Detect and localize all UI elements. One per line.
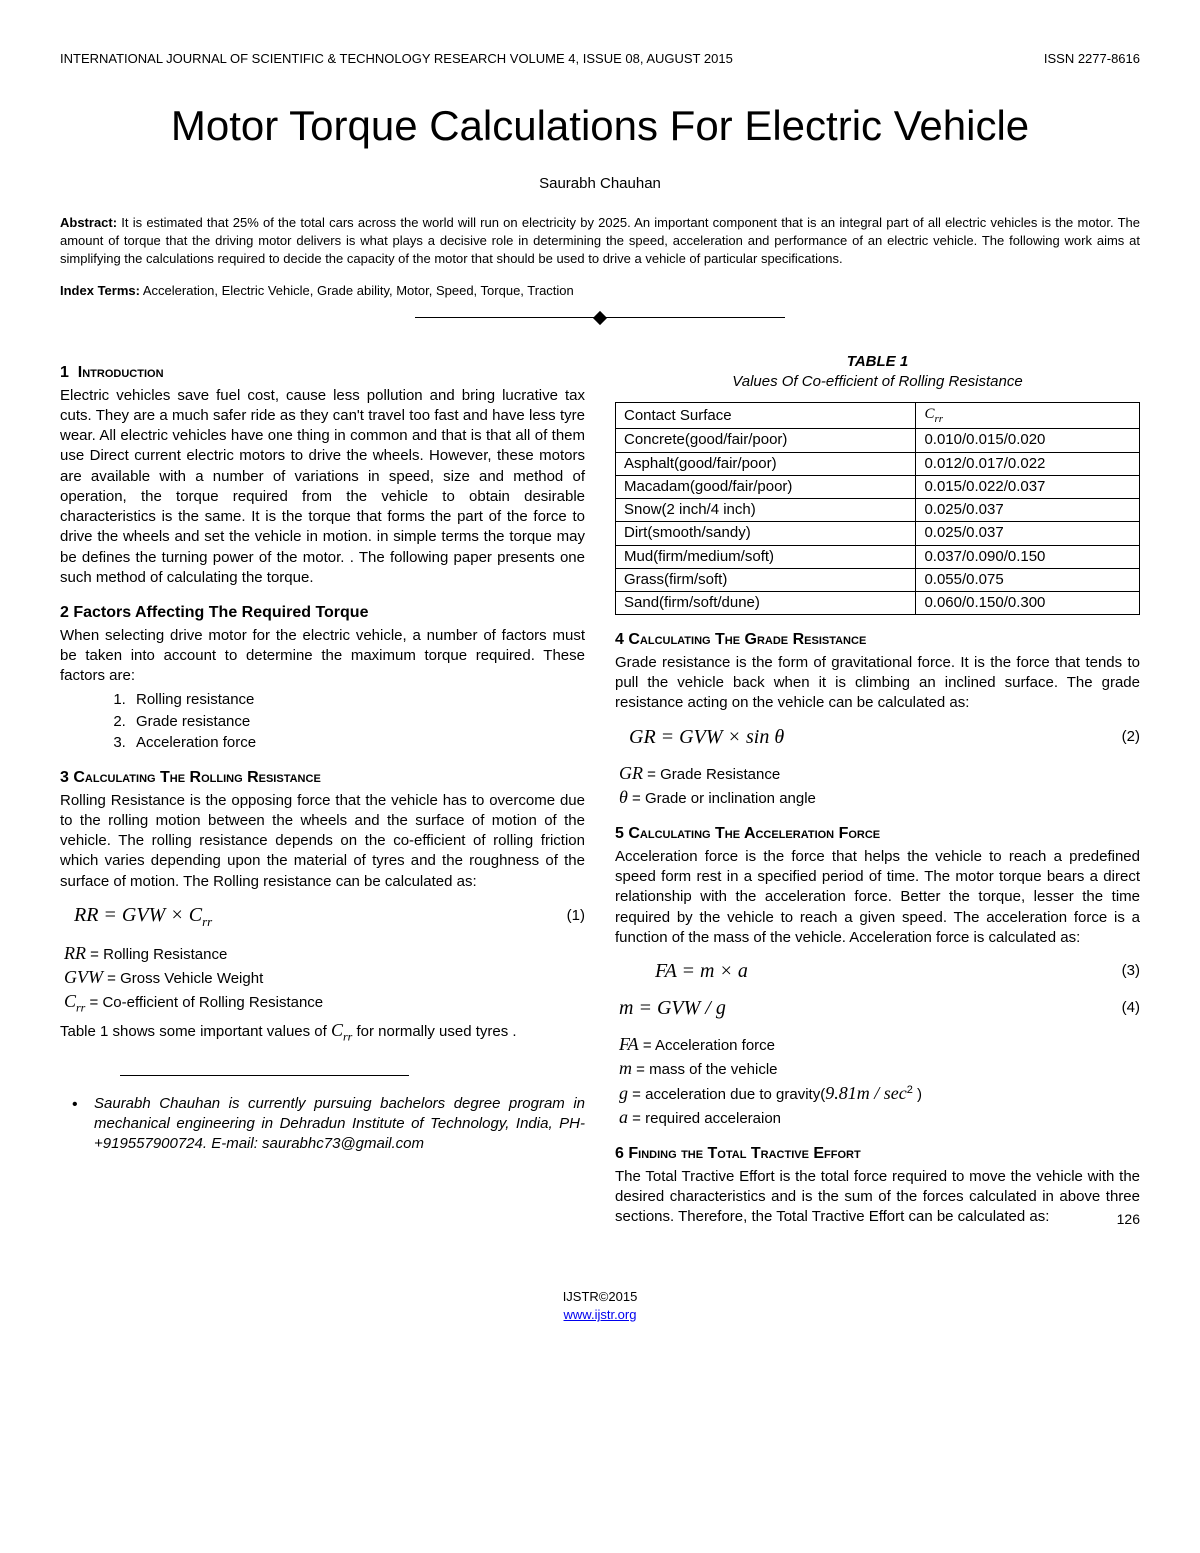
section-4-heading: 4 Calculating The Grade Resistance [615,629,1140,651]
page-footer: IJSTR©2015 www.ijstr.org [60,1288,1140,1323]
journal-line: INTERNATIONAL JOURNAL OF SCIENTIFIC & TE… [60,50,733,68]
section-1-body: Electric vehicles save fuel cost, cause … [60,386,585,589]
section-3-body: Rolling Resistance is the opposing force… [60,791,585,892]
bio-divider [120,1075,409,1076]
abstract-block: Abstract: It is estimated that 25% of th… [60,214,1140,267]
section-3-heading: 3 Calculating The Rolling Resistance [60,767,585,789]
table-1-caption: TABLE 1 Values Of Co-efficient of Rollin… [615,352,1140,393]
abstract-label: Abstract: [60,215,117,230]
list-item: Rolling resistance [130,690,585,710]
section-6-heading: 6 Finding the Total Tractive Effort [615,1143,1140,1165]
table-row: Concrete(good/fair/poor)0.010/0.015/0.02… [616,429,1140,452]
factors-list: Rolling resistance Grade resistance Acce… [130,690,585,753]
index-terms-label: Index Terms: [60,283,140,298]
equation-1-defs: RR = Rolling Resistance GVW = Gross Vehi… [64,941,585,1016]
table-row: Macadam(good/fair/poor)0.015/0.022/0.037 [616,475,1140,498]
section-5-heading: 5 Calculating The Acceleration Force [615,823,1140,845]
section-divider [60,308,1140,328]
table-1: Contact Surface Crr Concrete(good/fair/p… [615,402,1140,615]
equation-4: m = GVW / g (4) [619,995,1140,1022]
section-5-body: Acceleration force is the force that hel… [615,847,1140,948]
author-bio: Saurabh Chauhan is currently pursuing ba… [60,1094,585,1155]
equation-1: RR = GVW × Crr (1) [74,902,585,931]
two-column-body: 1 Introduction Electric vehicles save fu… [60,348,1140,1228]
list-item: Grade resistance [130,712,585,732]
table-row: Sand(firm/soft/dune)0.060/0.150/0.300 [616,592,1140,615]
footer-link[interactable]: www.ijstr.org [564,1307,637,1322]
abstract-text: It is estimated that 25% of the total ca… [60,215,1140,265]
section-2-heading: 2 Factors Affecting The Required Torque [60,602,585,624]
equation-2: GR = GVW × sin θ (2) [629,724,1140,751]
section-2-body: When selecting drive motor for the elect… [60,626,585,687]
equation-2-defs: GR = Grade Resistance θ = Grade or incli… [619,761,1140,810]
table-row: Grass(firm/soft)0.055/0.075 [616,568,1140,591]
table-row: Snow(2 inch/4 inch)0.025/0.037 [616,499,1140,522]
list-item: Acceleration force [130,733,585,753]
copyright-text: IJSTR©2015 [563,1289,638,1304]
index-terms-block: Index Terms: Acceleration, Electric Vehi… [60,282,1140,300]
section-4-body: Grade resistance is the form of gravitat… [615,653,1140,714]
section-1-heading: 1 Introduction [60,362,585,384]
equation-3: FA = m × a (3) [655,958,1140,985]
right-column: TABLE 1 Values Of Co-efficient of Rollin… [615,348,1140,1228]
left-column: 1 Introduction Electric vehicles save fu… [60,348,585,1228]
equation-34-defs: FA = Acceleration force m = mass of the … [619,1032,1140,1129]
paper-title: Motor Torque Calculations For Electric V… [60,98,1140,155]
page-header: INTERNATIONAL JOURNAL OF SCIENTIFIC & TE… [60,50,1140,68]
author-name: Saurabh Chauhan [60,174,1140,194]
table-row: Dirt(smooth/sandy)0.025/0.037 [616,522,1140,545]
table-row: Contact Surface Crr [616,403,1140,429]
section-6-body: The Total Tractive Effort is the total f… [615,1167,1140,1228]
section-3-tail: Table 1 shows some important values of C… [60,1018,585,1045]
table-row: Mud(firm/medium/soft)0.037/0.090/0.150 [616,545,1140,568]
index-terms-text: Acceleration, Electric Vehicle, Grade ab… [143,283,574,298]
issn-line: ISSN 2277-8616 [1044,50,1140,68]
table-row: Asphalt(good/fair/poor)0.012/0.017/0.022 [616,452,1140,475]
